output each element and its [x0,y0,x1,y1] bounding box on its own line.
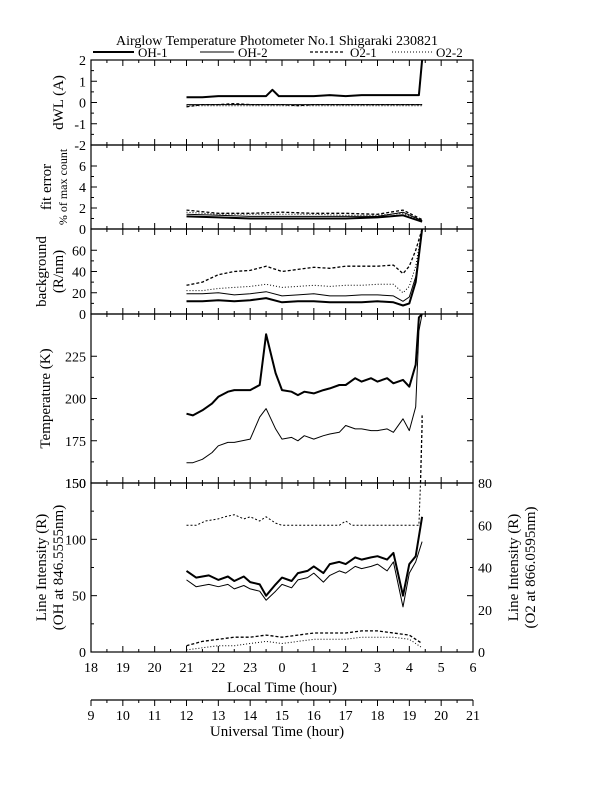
local-time-tick-label: 22 [211,661,225,676]
series-oh-1 [186,214,423,223]
ut-tick-label: 16 [307,709,321,724]
chart-title: Airglow Temperature Photometer No.1 Shig… [116,34,438,49]
legend-label-oh-2: OH-2 [238,45,268,60]
ut-tick-label: 9 [88,709,95,724]
y-tick-label: 150 [65,477,86,492]
series-o2-1 [186,228,423,286]
ut-tick-label: 14 [243,709,257,724]
legend: OH-1 OH-2 O2-1 O2-2 [93,45,463,60]
series-o2-2 [186,211,423,222]
ut-tick-label: 18 [371,709,385,724]
y-tick-label: -1 [74,118,86,133]
ut-tick-label: 20 [434,709,448,724]
y-right-axis-label: Line Intensity (R) [506,514,522,621]
series-oh-2 [186,228,423,302]
ut-tick-label: 10 [116,709,130,724]
y-tick-label: 0 [79,97,86,112]
y-tick-label: 1 [79,75,86,90]
series-oh-2 [186,211,423,222]
ut-tick-label: 21 [466,709,480,724]
series-oh-1 [185,516,424,597]
y-tick-label: 4 [79,181,86,196]
y-tick-label: 50 [72,590,86,605]
y-right-tick-label: 60 [478,519,492,534]
series-o2-2 [186,636,423,651]
x-axes: Local Time (hour) Universal Time (hour) … [84,661,480,740]
legend-label-oh-1: OH-1 [138,45,168,60]
local-time-tick-label: 6 [470,661,477,676]
y-axis-label-2: (OH at 846.5555nm) [51,505,67,630]
local-time-tick-label: 1 [310,661,317,676]
universal-time-axis-label: Universal Time (hour) [210,724,344,740]
panel-background: 60 40 20 0 background (R/nm) [34,228,474,323]
y-axis-label: Line Intensity (R) [34,514,50,621]
local-time-tick-label: 21 [180,661,194,676]
legend-label-o2-1: O2-1 [350,45,377,60]
y-tick-label: 225 [65,350,86,365]
y-axis-label: fit error [39,164,55,210]
y-right-tick-label: 0 [478,646,485,661]
y-tick-label: 200 [65,393,86,408]
series-oh-1 [186,59,424,99]
y-tick-label: 0 [79,646,86,661]
y-right-tick-label: 20 [478,604,492,619]
y-tick-label: 100 [65,533,86,548]
series-o2-2 [186,228,423,294]
y-tick-label: 2 [79,54,86,69]
local-time-tick-label: 5 [438,661,445,676]
ut-tick-label: 19 [402,709,416,724]
series-o2-1 [186,630,423,647]
y-axis-label: Temperature (K) [38,348,54,448]
panel-frame [90,228,474,315]
panel-dwl: 2 1 0 -1 -2 dWL (A) [51,54,474,154]
y-right-tick-label: 80 [478,477,492,492]
y-tick-label: 6 [79,160,86,175]
series-oh-2 [186,541,423,608]
series-o2-1 [419,415,423,484]
panel-fit-error: 6 4 2 0 fit error% of max count [39,144,474,238]
local-time-tick-label: 0 [279,661,286,676]
ut-tick-label: 12 [180,709,194,724]
y-tick-label: 20 [72,287,86,302]
y-axis-label: dWL (A) [51,75,67,130]
y-right-axis-label-2: (O2 at 866.0595nm) [523,506,539,628]
series-o2-1 [186,209,423,221]
series-oh-1 [186,228,424,307]
local-time-tick-label: 2 [342,661,349,676]
local-time-tick-label: 23 [243,661,257,676]
panel-frame [90,482,474,653]
ut-tick-label: 15 [275,709,289,724]
ut-tick-label: 13 [211,709,225,724]
local-time-tick-label: 18 [84,661,98,676]
panel-frame [90,59,474,146]
y-tick-label: 0 [79,308,86,323]
local-time-tick-label: 4 [406,661,413,676]
ut-tick-label: 11 [148,709,161,724]
local-time-tick-label: 3 [374,661,381,676]
series-oh-1 [186,313,423,417]
y-tick-label: -2 [74,139,86,154]
local-time-axis-label: Local Time (hour) [227,680,337,696]
y-tick-label: 2 [79,202,86,217]
y-tick-label: 40 [72,266,86,281]
y-axis-label: background [34,236,50,307]
panel-temperature: 225 200 175 150 Temperature (K) [38,313,474,492]
y-axis-label-2: (R/nm) [51,250,67,293]
y-right-tick-label: 40 [478,562,492,577]
local-time-tick-label: 20 [148,661,162,676]
y-tick-label: 60 [72,244,86,259]
local-time-tick-label: 19 [116,661,130,676]
y-tick-label: 0 [79,223,86,238]
y-tick-label: 175 [65,435,86,450]
series-oh-2 [186,313,423,464]
y-tick-label: 150 [65,477,86,492]
legend-label-o2-2: O2-2 [436,45,463,60]
ut-tick-label: 17 [339,709,353,724]
series-o2-2-top [186,482,421,526]
y-axis-label-2: % of max count [56,148,70,225]
